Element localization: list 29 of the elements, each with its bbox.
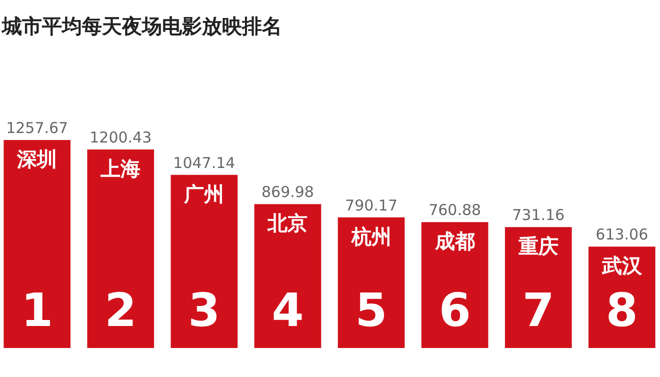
x-tick-label: 武汉 — [600, 254, 643, 278]
x-tick-label: 广州 — [183, 182, 224, 206]
annotation: 4 — [272, 283, 304, 337]
data-label: 613.06 — [596, 226, 648, 244]
x-tick-label: 杭州 — [350, 224, 392, 248]
data-label: 1200.43 — [90, 128, 152, 146]
annotation: 5 — [355, 283, 388, 337]
annotation: 6 — [438, 283, 471, 337]
chart-title: 城市平均每天夜场电影放映排名 — [1, 14, 282, 38]
x-tick-label: 重庆 — [517, 234, 558, 258]
x-tick-label: 北京 — [266, 211, 308, 236]
data-label: 790.17 — [345, 196, 398, 214]
annotation: 2 — [104, 283, 137, 337]
bar — [4, 140, 71, 348]
annotation: 1 — [21, 283, 54, 337]
x-tick-label: 成都 — [434, 229, 475, 254]
annotation: 8 — [606, 283, 638, 337]
data-label: 1047.14 — [173, 154, 236, 172]
bar — [87, 149, 154, 348]
bar — [170, 174, 238, 348]
data-label: 1257.67 — [6, 119, 68, 137]
data-label: 869.98 — [261, 183, 314, 202]
annotation: 7 — [522, 283, 554, 337]
bar — [254, 204, 322, 348]
x-tick-label: 深圳 — [16, 147, 58, 171]
data-label: 731.16 — [512, 206, 565, 224]
annotation: 3 — [188, 283, 220, 337]
data-label: 760.88 — [428, 201, 482, 220]
x-tick-label: 上海 — [100, 156, 141, 180]
